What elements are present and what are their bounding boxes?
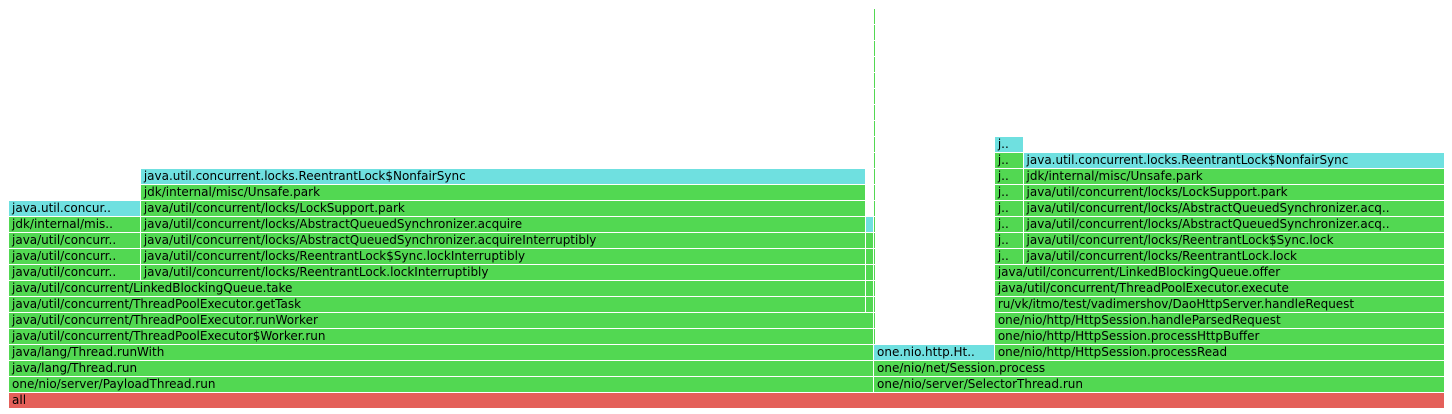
frame-unlabeled[interactable] <box>874 185 876 200</box>
frame-one-nio-http-httpsession-handleparsedrequest[interactable]: one/nio/http/HttpSession.handleParsedReq… <box>994 313 1444 328</box>
frame-unlabeled[interactable] <box>866 217 874 232</box>
frame-unlabeled[interactable] <box>874 9 876 24</box>
frame-unlabeled[interactable] <box>874 121 876 136</box>
frame-unlabeled[interactable] <box>874 281 876 296</box>
frame-one-nio-net-session-process[interactable]: one/nio/net/Session.process <box>874 361 1444 376</box>
frame-unlabeled[interactable] <box>874 233 876 248</box>
frame-java-util-concurrent-locks-reentrantlock-lockinterruptibly[interactable]: java/util/concurrent/locks/ReentrantLock… <box>140 265 866 280</box>
frame-java-util-concurrent-locks-reentrantlock-nonfairsync[interactable]: java.util.concurrent.locks.ReentrantLock… <box>1023 153 1444 168</box>
frame-unlabeled[interactable] <box>874 153 876 168</box>
frame-unlabeled[interactable] <box>874 89 876 104</box>
frame-java-util-concurrent-threadpoolexecutor-execute[interactable]: java/util/concurrent/ThreadPoolExecutor.… <box>994 281 1444 296</box>
frame-java-util-concurrent-locks-locksupport-park[interactable]: java/util/concurrent/locks/LockSupport.p… <box>1023 185 1444 200</box>
frame-j[interactable]: j.. <box>994 217 1023 232</box>
frame-java-util-concurrent-locks-abstractqueuedsynchronizer-acq[interactable]: java/util/concurrent/locks/AbstractQueue… <box>1023 217 1444 232</box>
frame-unlabeled[interactable] <box>866 265 874 280</box>
frame-one-nio-server-payloadthread-run[interactable]: one/nio/server/PayloadThread.run <box>9 377 874 392</box>
frame-java-util-concurrent-threadpoolexecutor-worker-run[interactable]: java/util/concurrent/ThreadPoolExecutor$… <box>9 329 874 344</box>
frame-j[interactable]: j.. <box>994 137 1023 152</box>
frame-java-util-concurrent-threadpoolexecutor-gettask[interactable]: java/util/concurrent/ThreadPoolExecutor.… <box>9 297 866 312</box>
frame-unlabeled[interactable] <box>874 41 876 56</box>
frame-unlabeled[interactable] <box>874 217 876 232</box>
frame-one-nio-http-ht[interactable]: one.nio.http.Ht.. <box>874 345 994 360</box>
frame-java-util-concurrent-locks-abstractqueuedsynchronizer-acquireinterruptibly[interactable]: java/util/concurrent/locks/AbstractQueue… <box>140 233 866 248</box>
frame-java-util-concurrent-linkedblockingqueue-offer[interactable]: java/util/concurrent/LinkedBlockingQueue… <box>994 265 1444 280</box>
frame-one-nio-server-selectorthread-run[interactable]: one/nio/server/SelectorThread.run <box>874 377 1444 392</box>
frame-java-util-concurrent-locks-reentrantlock-nonfairsync[interactable]: java.util.concurrent.locks.ReentrantLock… <box>140 169 866 184</box>
frame-java-util-concurrent-locks-abstractqueuedsynchronizer-acq[interactable]: java/util/concurrent/locks/AbstractQueue… <box>1023 201 1444 216</box>
frame-java-util-concurr[interactable]: java/util/concurr.. <box>9 233 140 248</box>
frame-unlabeled[interactable] <box>874 25 876 40</box>
frame-java-util-concurr[interactable]: java/util/concurr.. <box>9 265 140 280</box>
frame-jdk-internal-misc-unsafe-park[interactable]: jdk/internal/misc/Unsafe.park <box>140 185 866 200</box>
frame-j[interactable]: j.. <box>994 201 1023 216</box>
frame-unlabeled[interactable] <box>866 233 874 248</box>
frame-java-util-concurrent-locks-reentrantlock-sync-lockinterruptibly[interactable]: java/util/concurrent/locks/ReentrantLock… <box>140 249 866 264</box>
frame-unlabeled[interactable] <box>874 297 876 312</box>
frame-unlabeled[interactable] <box>866 249 874 264</box>
frame-java-util-concurr[interactable]: java/util/concurr.. <box>9 249 140 264</box>
frame-j[interactable]: j.. <box>994 153 1023 168</box>
frame-jdk-internal-mis[interactable]: jdk/internal/mis.. <box>9 217 140 232</box>
frame-ru-vk-itmo-test-vadimershov-daohttpserver-handlerequest[interactable]: ru/vk/itmo/test/vadimershov/DaoHttpServe… <box>994 297 1444 312</box>
frame-java-lang-thread-run[interactable]: java/lang/Thread.run <box>9 361 874 376</box>
frame-unlabeled[interactable] <box>874 329 876 344</box>
frame-java-lang-thread-runwith[interactable]: java/lang/Thread.runWith <box>9 345 874 360</box>
frame-unlabeled[interactable] <box>866 297 874 312</box>
frame-jdk-internal-misc-unsafe-park[interactable]: jdk/internal/misc/Unsafe.park <box>1023 169 1444 184</box>
frame-unlabeled[interactable] <box>874 73 876 88</box>
frame-java-util-concurrent-linkedblockingqueue-take[interactable]: java/util/concurrent/LinkedBlockingQueue… <box>9 281 866 296</box>
frame-j[interactable]: j.. <box>994 185 1023 200</box>
frame-all[interactable]: all <box>9 393 1444 408</box>
frame-unlabeled[interactable] <box>874 201 876 216</box>
frame-java-util-concurrent-locks-abstractqueuedsynchronizer-acquire[interactable]: java/util/concurrent/locks/AbstractQueue… <box>140 217 866 232</box>
frame-unlabeled[interactable] <box>874 105 876 120</box>
frame-java-util-concurrent-locks-reentrantlock-sync-lock[interactable]: java/util/concurrent/locks/ReentrantLock… <box>1023 233 1444 248</box>
frame-unlabeled[interactable] <box>874 249 876 264</box>
frame-j[interactable]: j.. <box>994 169 1023 184</box>
frame-unlabeled[interactable] <box>874 137 876 152</box>
frame-unlabeled[interactable] <box>874 313 876 328</box>
frame-unlabeled[interactable] <box>874 57 876 72</box>
frame-j[interactable]: j.. <box>994 233 1023 248</box>
frame-java-util-concurrent-locks-locksupport-park[interactable]: java/util/concurrent/locks/LockSupport.p… <box>140 201 866 216</box>
frame-java-util-concurrent-locks-reentrantlock-lock[interactable]: java/util/concurrent/locks/ReentrantLock… <box>1023 249 1444 264</box>
frame-java-util-concurrent-threadpoolexecutor-runworker[interactable]: java/util/concurrent/ThreadPoolExecutor.… <box>9 313 874 328</box>
frame-j[interactable]: j.. <box>994 249 1023 264</box>
frame-unlabeled[interactable] <box>874 265 876 280</box>
frame-one-nio-http-httpsession-processhttpbuffer[interactable]: one/nio/http/HttpSession.processHttpBuff… <box>994 329 1444 344</box>
frame-unlabeled[interactable] <box>866 281 874 296</box>
frame-one-nio-http-httpsession-processread[interactable]: one/nio/http/HttpSession.processRead <box>994 345 1444 360</box>
frame-java-util-concur[interactable]: java.util.concur.. <box>9 201 140 216</box>
frame-unlabeled[interactable] <box>874 169 876 184</box>
